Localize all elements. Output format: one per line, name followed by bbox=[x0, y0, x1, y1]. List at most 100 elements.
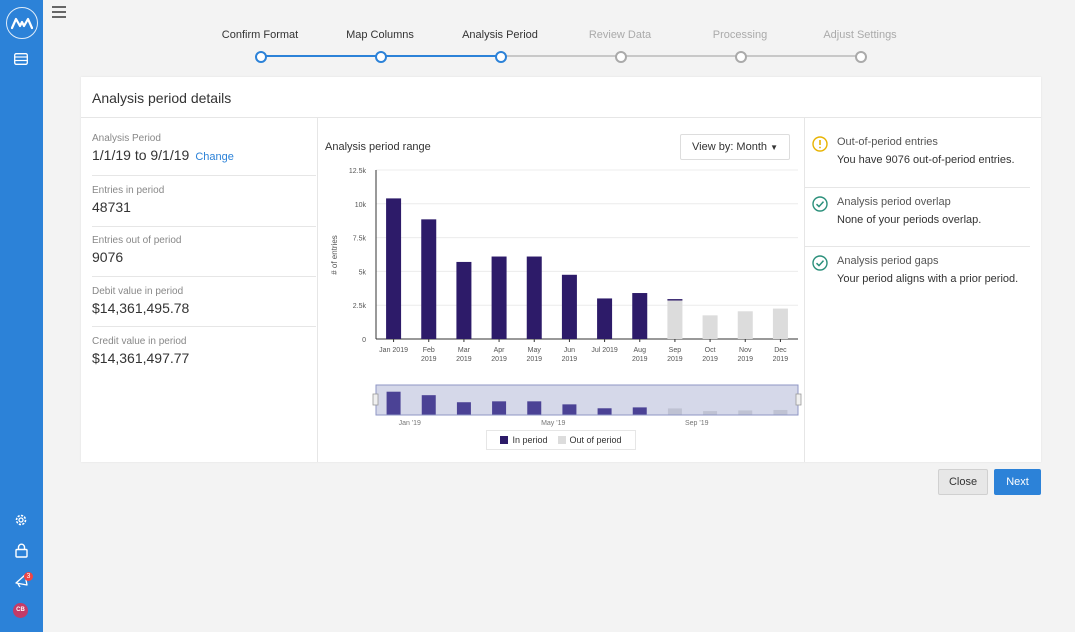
step-dot bbox=[735, 51, 747, 63]
stat-value: $14,361,495.78 bbox=[92, 300, 190, 316]
app-logo[interactable] bbox=[6, 7, 38, 39]
sidebar: 3 CB bbox=[0, 0, 43, 632]
step-label: Map Columns bbox=[346, 29, 414, 41]
step-confirm-format[interactable]: Confirm Format bbox=[200, 24, 320, 63]
x-tick-label: 2019 bbox=[421, 356, 437, 363]
lock-icon[interactable] bbox=[12, 541, 30, 559]
progress-stepper: Confirm Format Map Columns Analysis Peri… bbox=[200, 24, 920, 68]
card-title: Analysis period details bbox=[92, 90, 232, 106]
navigator-bar bbox=[703, 411, 718, 415]
navigator-bar bbox=[386, 391, 401, 415]
divider bbox=[92, 326, 316, 327]
navigator-bar bbox=[738, 410, 753, 415]
divider bbox=[92, 226, 316, 227]
step-analysis-period[interactable]: Analysis Period bbox=[440, 24, 560, 63]
x-tick-label: Jul 2019 bbox=[591, 347, 618, 354]
bar-in-period bbox=[597, 298, 613, 339]
table-icon[interactable] bbox=[12, 50, 30, 68]
stat-value: 9076 bbox=[92, 249, 124, 265]
x-tick-label: Sep bbox=[669, 347, 682, 354]
x-tick-label: Jan 2019 bbox=[379, 347, 408, 354]
step-dot bbox=[855, 51, 867, 63]
divider bbox=[92, 175, 316, 176]
y-tick-label: 2.5k bbox=[353, 303, 367, 310]
stat-credit-value: Credit value in period $14,361,497.77 bbox=[92, 336, 316, 366]
legend-label: In period bbox=[512, 435, 548, 445]
navigator-selection bbox=[375, 384, 799, 416]
stat-value: 48731 bbox=[92, 199, 131, 215]
x-tick-label: 2019 bbox=[773, 356, 789, 363]
x-tick-label: May bbox=[528, 347, 542, 354]
close-button[interactable]: Close bbox=[938, 469, 988, 495]
step-review-data: Review Data bbox=[560, 24, 680, 63]
bar-in-period bbox=[632, 293, 648, 339]
notification-badge: 3 bbox=[24, 572, 33, 581]
x-tick-label: 2019 bbox=[456, 356, 472, 363]
x-tick-label: 2019 bbox=[667, 356, 683, 363]
check-circle-icon bbox=[812, 255, 828, 271]
divider bbox=[805, 187, 1030, 188]
legend-in-period[interactable]: In period bbox=[500, 435, 548, 445]
x-tick-label: Dec bbox=[774, 347, 787, 354]
menu-icon[interactable] bbox=[52, 6, 66, 18]
check-text: None of your periods overlap. bbox=[837, 214, 982, 226]
navigator-bar bbox=[527, 401, 542, 415]
stat-value: 1/1/19 to 9/1/19 bbox=[92, 147, 190, 163]
step-label: Processing bbox=[712, 29, 768, 41]
stat-analysis-period: Analysis Period 1/1/19 to 9/1/19 Change bbox=[92, 133, 316, 163]
chart-panel: Analysis period range View by: Month ▼ 0… bbox=[318, 118, 805, 462]
gear-icon[interactable] bbox=[12, 511, 30, 529]
x-tick-label: 2019 bbox=[562, 356, 578, 363]
logo-mark-icon bbox=[11, 17, 33, 30]
x-tick-label: Feb bbox=[423, 347, 435, 354]
bar-out-of-period bbox=[702, 315, 718, 339]
bar-out-of-period bbox=[772, 308, 788, 339]
y-axis-label: # of entries bbox=[330, 235, 339, 275]
bar-in-period bbox=[667, 299, 683, 301]
navigator-handle-left bbox=[372, 393, 379, 406]
x-tick-label: Nov bbox=[739, 347, 752, 354]
divider bbox=[805, 246, 1030, 247]
check-title: Analysis period overlap bbox=[837, 196, 951, 208]
navigator-bar bbox=[562, 404, 577, 415]
y-tick-label: 5k bbox=[359, 269, 367, 276]
stat-entries-out-of-period: Entries out of period 9076 bbox=[92, 235, 316, 265]
bar-in-period bbox=[456, 261, 472, 339]
y-tick-label: 12.5k bbox=[349, 168, 367, 175]
period-stats-panel: Analysis Period 1/1/19 to 9/1/19 Change E… bbox=[81, 118, 318, 462]
step-label: Review Data bbox=[588, 29, 652, 41]
legend-swatch bbox=[500, 436, 509, 444]
navigator-label: Jan '19 bbox=[399, 420, 421, 427]
avatar[interactable]: CB bbox=[13, 603, 28, 618]
legend-out-of-period[interactable]: Out of period bbox=[557, 435, 622, 445]
navigator-bar bbox=[421, 395, 436, 415]
stat-label: Entries in period bbox=[92, 185, 165, 196]
bar-out-of-period bbox=[667, 299, 683, 339]
x-tick-label: 2019 bbox=[737, 356, 753, 363]
stat-label: Analysis Period bbox=[92, 133, 161, 144]
stat-label: Entries out of period bbox=[92, 235, 182, 246]
navigator-bar bbox=[667, 408, 682, 415]
check-text: You have 9076 out-of-period entries. bbox=[837, 154, 1015, 166]
step-adjust-settings: Adjust Settings bbox=[800, 24, 920, 63]
bar-in-period bbox=[386, 198, 402, 339]
bar-in-period bbox=[421, 219, 437, 339]
chart-title: Analysis period range bbox=[325, 141, 431, 153]
stat-entries-in-period: Entries in period 48731 bbox=[92, 185, 316, 215]
warning-icon bbox=[812, 136, 828, 152]
x-tick-label: 2019 bbox=[702, 356, 718, 363]
step-dot bbox=[615, 51, 627, 63]
step-label: Adjust Settings bbox=[823, 29, 897, 41]
next-button[interactable]: Next bbox=[994, 469, 1041, 495]
stat-debit-value: Debit value in period $14,361,495.78 bbox=[92, 286, 316, 316]
navigator-label: Sep '19 bbox=[685, 420, 709, 427]
change-period-link[interactable]: Change bbox=[195, 151, 234, 163]
step-label: Confirm Format bbox=[221, 29, 299, 41]
x-tick-label: 2019 bbox=[632, 356, 648, 363]
legend-swatch bbox=[557, 436, 566, 444]
view-by-dropdown[interactable]: View by: Month ▼ bbox=[680, 134, 790, 160]
step-dot bbox=[495, 51, 507, 63]
step-processing: Processing bbox=[680, 24, 800, 63]
step-map-columns[interactable]: Map Columns bbox=[320, 24, 440, 63]
chart-legend: In period Out of period bbox=[486, 430, 636, 450]
